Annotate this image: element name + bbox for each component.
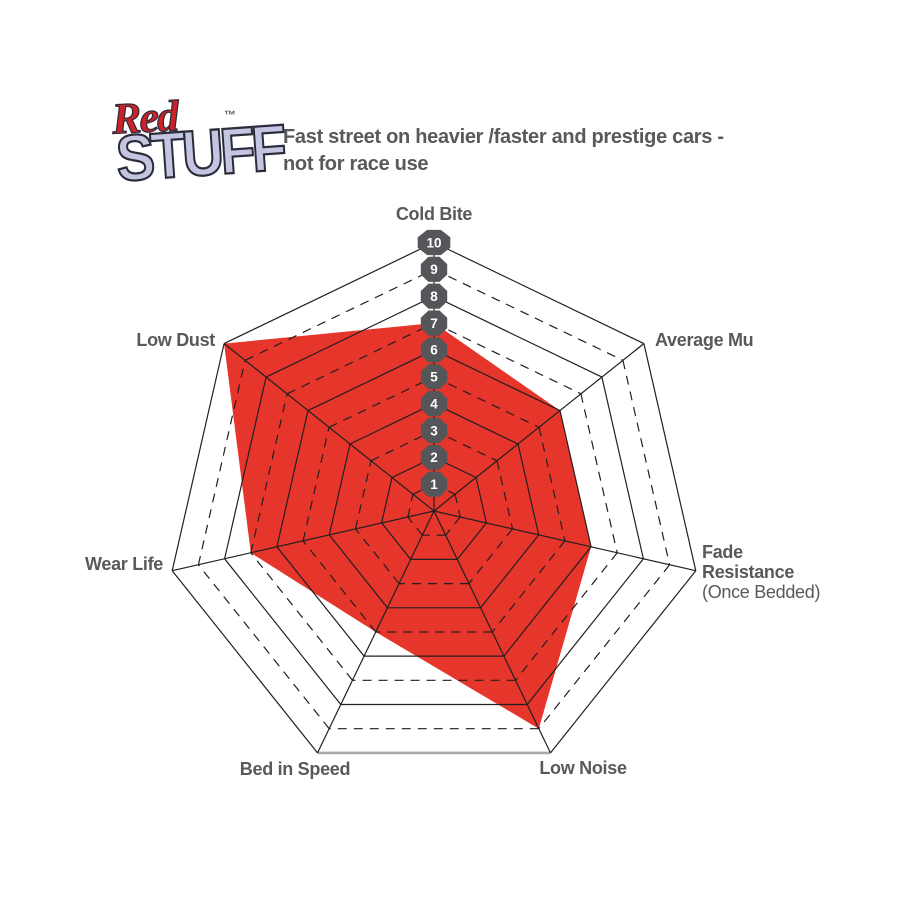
scale-badge-number: 5 [430,370,438,385]
grid-ring-dashed [468,528,513,584]
scale-badge-number: 3 [430,423,438,438]
logo-word-red: Red [110,91,179,145]
grid-ring-dashed [538,564,671,730]
chart-subtitle: Fast street on heavier /faster and prest… [283,124,724,178]
subtitle-line-2: not for race use [283,153,429,175]
scale-badge [420,364,448,390]
scale-badge-number: 1 [430,477,438,492]
grid-ring-dashed [407,516,423,536]
scale-badge [420,283,448,309]
grid-ring-dashed [370,429,435,462]
axis-label-wear-life: Wear Life [85,554,163,574]
grid-ring-dashed [250,393,288,553]
scale-badge [420,256,448,282]
scale-badge-number: 7 [430,316,438,331]
redstuff-logo: Red ™ STUFF [108,90,286,205]
axis-label-fade-resistance: Fade Resistance (Once Bedded) [702,542,820,602]
grid-ring-dashed [433,268,624,361]
grid-ring-dashed [433,322,582,395]
grid-ring-dashed [244,268,435,361]
scale-badge-number: 8 [430,289,438,304]
scale-badge-number: 4 [430,396,438,411]
subtitle-line-1: Fast street on heavier /faster and prest… [283,126,724,148]
axis-label-average-mu: Average Mu [655,330,754,350]
grid-ring-dashed [354,460,372,530]
scale-badge [420,337,448,363]
outer-ring-edge [223,241,435,345]
scale-badge-number: 10 [426,235,441,250]
outer-ring-edge [171,343,225,571]
outer-ring-edge [550,570,697,754]
grid-ring-dashed [355,528,400,584]
grid-ring-dashed [433,429,498,462]
outer-ring-edge [433,241,645,345]
grid-ring-dashed [580,393,618,553]
axis-label-cold-bite: Cold Bite [395,204,473,224]
axis-label-bed-in-speed: Bed in Speed [239,759,351,779]
axis-label-low-noise: Low Noise [539,758,627,778]
grid-ring-dashed [197,564,330,730]
fade-label-line-2: Resistance [702,562,795,582]
outer-ring-edge [171,570,318,754]
grid-ring-dashed [197,360,246,565]
grid-ring-dashed [515,552,618,681]
grid-ring-solid [380,456,488,561]
scale-badge-number: 6 [430,343,438,358]
grid-ring-dashed [302,427,330,542]
axis-spoke [172,510,435,572]
data-polygon [224,323,592,729]
scale-badge [417,229,451,256]
grid-ring-dashed [286,322,435,395]
grid-ring-dashed [302,540,377,633]
grid-ring-dashed [491,540,566,633]
grid-ring-dashed [407,494,414,518]
trademark-icon: ™ [224,108,236,122]
grid-ring-dashed [454,494,461,518]
fade-label-line-1: Fade [702,542,743,562]
grid-ring-dashed [328,376,435,428]
axis-spoke [433,510,696,572]
grid-ring-dashed [622,360,671,565]
scale-badge [420,444,448,470]
grid-ring-dashed [445,516,461,536]
grid-ring-dashed [433,376,540,428]
grid-ring-solid [223,295,645,706]
scale-badge-number: 9 [430,262,438,277]
outer-ring-edge [643,343,697,571]
grid-ring-dashed [250,552,353,681]
scale-badge [420,391,448,417]
scale-badge [420,471,448,497]
scale-badge [420,310,448,336]
scale-badge-number: 2 [430,450,438,465]
scale-badge [420,417,448,443]
grid-ring-solid [276,349,592,657]
grid-ring-dashed [538,427,566,542]
grid-ring-dashed [496,460,514,530]
axis-spoke [433,510,552,754]
axis-spoke [223,343,435,512]
axis-spoke [316,510,435,754]
grid-ring-solid [328,402,540,609]
axis-spoke [433,343,645,512]
fade-label-note: (Once Bedded) [702,582,821,602]
axis-label-low-dust: Low Dust [136,330,215,350]
